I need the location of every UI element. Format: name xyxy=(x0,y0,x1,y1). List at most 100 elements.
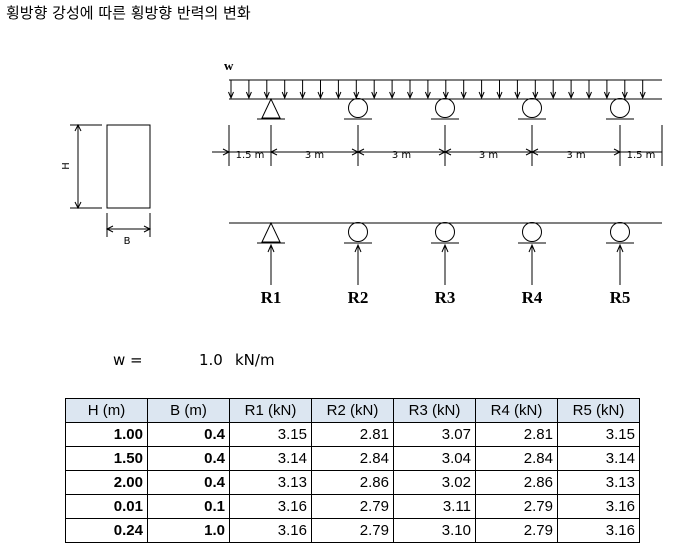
pin-support xyxy=(261,221,281,243)
reaction-label: R5 xyxy=(610,288,631,307)
table-row: 0.01 0.1 3.16 2.79 3.11 2.79 3.16 xyxy=(65,494,640,519)
span-label: 1.5 m xyxy=(627,150,656,161)
header-cell: R5 (kN) xyxy=(557,398,640,423)
table-cell: 0.4 xyxy=(147,470,230,495)
table-cell: 3.11 xyxy=(393,494,476,519)
header-cell: R2 (kN) xyxy=(311,398,394,423)
table-row: 1.50 0.4 3.14 2.84 3.04 2.84 3.14 xyxy=(65,446,640,471)
arrow xyxy=(74,123,82,210)
reaction-arrow xyxy=(441,243,449,285)
span-label: 3 m xyxy=(479,150,498,161)
header-cell: R4 (kN) xyxy=(475,398,558,423)
table-cell: 1.50 xyxy=(65,446,148,471)
table-cell: 0.1 xyxy=(147,494,230,519)
load-arrow xyxy=(335,80,342,100)
table-cell: 3.16 xyxy=(229,518,312,543)
table-row: 1.00 0.4 3.15 2.81 3.07 2.81 3.15 xyxy=(65,422,640,447)
load-arrow xyxy=(586,80,592,100)
table-cell: 2.81 xyxy=(311,422,394,447)
reaction-arrow xyxy=(267,243,275,285)
load-label: w xyxy=(224,58,234,73)
load-arrow xyxy=(317,80,324,100)
load-arrow xyxy=(532,80,539,100)
table-cell: 3.16 xyxy=(557,494,640,519)
load-arrow xyxy=(424,80,431,100)
table-cell: 2.00 xyxy=(65,470,148,495)
roller-support xyxy=(610,98,630,118)
load-arrow xyxy=(389,80,396,100)
table-cell: 2.79 xyxy=(311,518,394,543)
table-cell: 3.13 xyxy=(557,470,640,495)
header-cell: H (m) xyxy=(65,398,148,423)
header-row: H (m) B (m) R1 (kN) R2 (kN) R3 (kN) R4 (kN) R5… xyxy=(65,398,640,423)
table-cell: 1.0 xyxy=(147,518,230,543)
load-value: 1.0 xyxy=(199,351,223,369)
roller-support xyxy=(522,98,542,118)
table-cell: 3.07 xyxy=(393,422,476,447)
reaction-label: R1 xyxy=(261,288,282,307)
table-cell: 3.04 xyxy=(393,446,476,471)
roller-support xyxy=(348,98,368,118)
pin-support xyxy=(261,97,281,119)
roller-support xyxy=(522,222,542,242)
table-cell: 0.01 xyxy=(65,494,148,519)
load-arrow xyxy=(568,80,575,100)
table-cell: 3.13 xyxy=(229,470,312,495)
table-cell: 2.86 xyxy=(311,470,394,495)
load-arrow xyxy=(639,80,646,100)
load-arrow xyxy=(514,80,521,100)
span-label: 3 m xyxy=(566,150,585,161)
table-cell: 2.84 xyxy=(311,446,394,471)
table-cell: 2.79 xyxy=(311,494,394,519)
load-arrow xyxy=(371,80,378,100)
span-label: 3 m xyxy=(305,150,324,161)
load-arrow xyxy=(245,80,252,100)
reaction-arrow xyxy=(354,243,362,285)
load-arrow xyxy=(407,80,413,100)
table-cell: 0.4 xyxy=(147,446,230,471)
roller-support xyxy=(435,222,455,242)
title: 횡방향 강성에 따른 횡방향 반력의 변화 xyxy=(6,4,251,22)
load-arrow xyxy=(496,80,503,100)
result-table: H (m) B (m) R1 (kN) R2 (kN) R3 (kN) R4 (kN) R5… xyxy=(65,398,640,543)
table-row: 0.24 1.0 3.16 2.79 3.10 2.79 3.16 xyxy=(65,518,640,543)
load-name: w = xyxy=(113,351,143,369)
table-cell: 2.79 xyxy=(475,494,558,519)
table-cell: 3.14 xyxy=(229,446,312,471)
table-cell: 0.24 xyxy=(65,518,148,543)
header-cell: B (m) xyxy=(147,398,230,423)
h-label: H xyxy=(61,162,72,170)
section-rect xyxy=(106,124,151,209)
load-arrow xyxy=(299,80,306,100)
table-cell: 3.10 xyxy=(393,518,476,543)
table-row: 2.00 0.4 3.13 2.86 3.02 2.86 3.13 xyxy=(65,470,640,495)
load-arrow xyxy=(281,80,288,100)
load-arrow xyxy=(263,80,270,100)
reaction-arrow xyxy=(616,243,624,285)
table-cell: 3.02 xyxy=(393,470,476,495)
table-cell: 3.16 xyxy=(229,494,312,519)
load-arrow xyxy=(603,80,610,100)
span-label: 3 m xyxy=(392,150,411,161)
diagram: H B w 1.5 m 3 m 3 m 3 m 3 m 1.5 m R1 R2 R3 R4 R5 xyxy=(61,58,663,307)
arrow xyxy=(105,225,152,233)
table-cell: 3.16 xyxy=(557,518,640,543)
roller-support xyxy=(348,222,368,242)
table-cell: 2.86 xyxy=(475,470,558,495)
reaction-arrow xyxy=(528,243,536,285)
arrow xyxy=(222,148,231,156)
load-arrow xyxy=(442,80,449,100)
header-cell: R3 (kN) xyxy=(393,398,476,423)
table-cell: 2.79 xyxy=(475,518,558,543)
reaction-label: R4 xyxy=(522,288,543,307)
load-arrow xyxy=(228,80,234,100)
table-cell: 2.81 xyxy=(475,422,558,447)
roller-support xyxy=(435,98,455,118)
table-cell: 1.00 xyxy=(65,422,148,447)
load-arrow xyxy=(460,80,467,100)
load-arrow xyxy=(550,80,557,100)
reaction-label: R3 xyxy=(435,288,456,307)
table-cell: 0.4 xyxy=(147,422,230,447)
table-cell: 3.14 xyxy=(557,446,640,471)
